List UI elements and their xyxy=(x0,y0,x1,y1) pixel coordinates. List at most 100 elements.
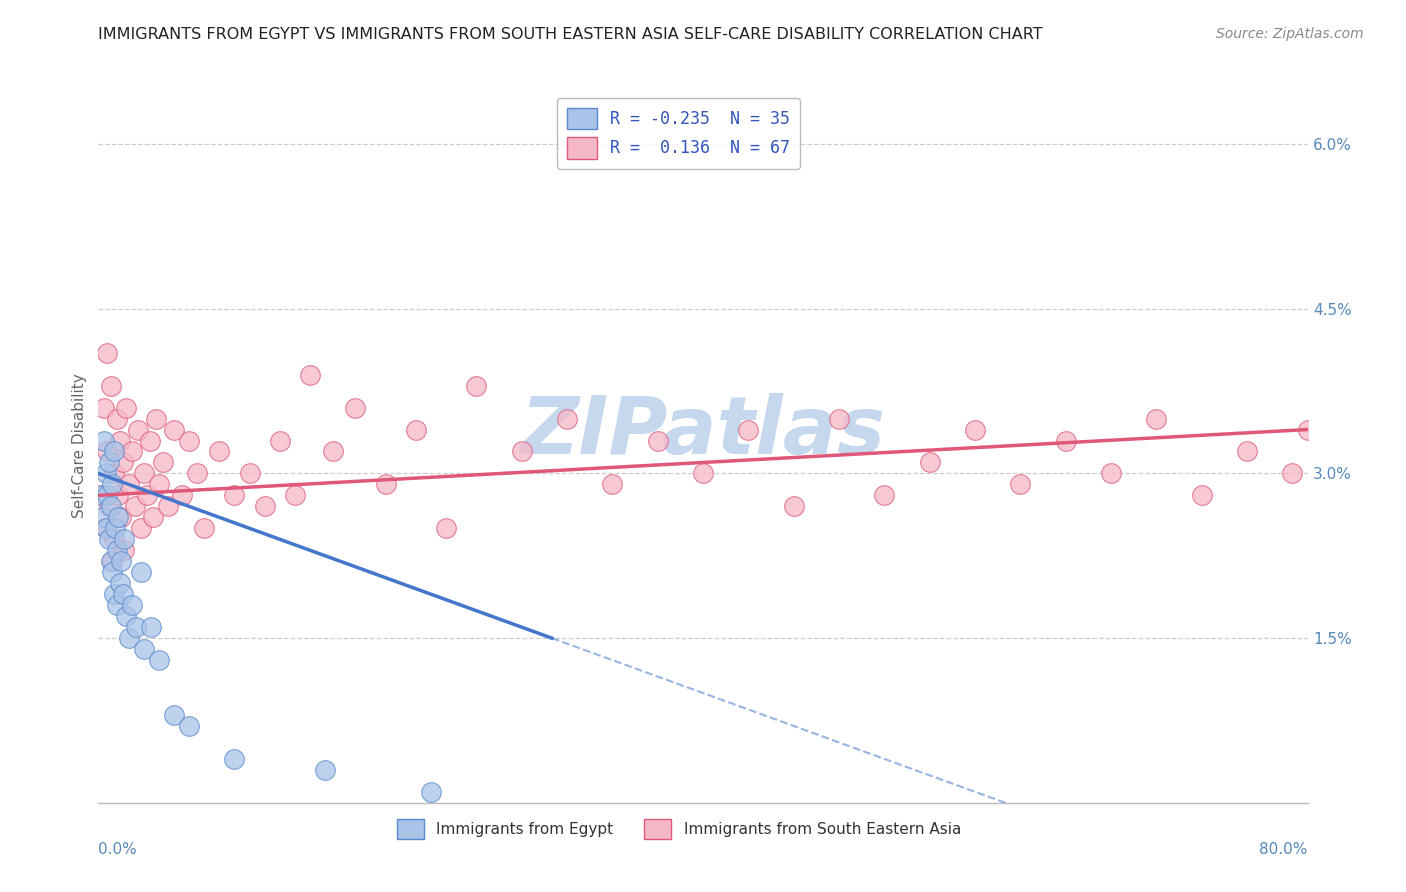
Point xyxy=(111,455,134,469)
Point xyxy=(103,467,125,481)
Point xyxy=(141,620,163,634)
Point xyxy=(103,533,125,547)
Point xyxy=(179,719,201,733)
Point xyxy=(91,488,114,502)
Point xyxy=(314,763,336,777)
Point xyxy=(121,444,143,458)
Point xyxy=(555,411,578,425)
Point xyxy=(103,444,125,458)
Point xyxy=(193,521,215,535)
Point xyxy=(139,434,162,448)
Point xyxy=(127,423,149,437)
Point xyxy=(111,587,134,601)
Point xyxy=(239,467,262,481)
Point xyxy=(965,423,987,437)
Point xyxy=(737,423,759,437)
Point xyxy=(112,533,135,547)
Text: IMMIGRANTS FROM EGYPT VS IMMIGRANTS FROM SOUTH EASTERN ASIA SELF-CARE DISABILITY: IMMIGRANTS FROM EGYPT VS IMMIGRANTS FROM… xyxy=(98,27,1043,42)
Point xyxy=(602,477,624,491)
Point xyxy=(1144,411,1167,425)
Point xyxy=(132,642,155,657)
Point xyxy=(170,488,193,502)
Point xyxy=(129,521,152,535)
Point xyxy=(112,543,135,558)
Point xyxy=(284,488,307,502)
Point xyxy=(98,500,121,514)
Text: Source: ZipAtlas.com: Source: ZipAtlas.com xyxy=(1216,27,1364,41)
Text: 0.0%: 0.0% xyxy=(98,842,138,857)
Point xyxy=(129,566,152,580)
Point xyxy=(253,500,276,514)
Point xyxy=(322,444,344,458)
Point xyxy=(110,510,132,524)
Point xyxy=(98,455,121,469)
Point xyxy=(100,554,122,568)
Point xyxy=(103,587,125,601)
Point xyxy=(108,576,131,591)
Point xyxy=(101,554,124,568)
Point xyxy=(132,467,155,481)
Point xyxy=(100,378,122,392)
Point xyxy=(1099,467,1122,481)
Point xyxy=(208,444,231,458)
Point xyxy=(828,411,851,425)
Point xyxy=(148,477,170,491)
Point xyxy=(163,423,186,437)
Point xyxy=(96,345,118,359)
Point xyxy=(186,467,208,481)
Point xyxy=(101,477,124,491)
Point xyxy=(105,411,128,425)
Point xyxy=(344,401,367,415)
Point xyxy=(299,368,322,382)
Point xyxy=(90,488,112,502)
Point xyxy=(118,477,141,491)
Point xyxy=(107,488,129,502)
Point xyxy=(135,488,157,502)
Point xyxy=(94,467,117,481)
Point xyxy=(692,467,714,481)
Point xyxy=(510,444,533,458)
Point xyxy=(107,510,129,524)
Legend: Immigrants from Egypt, Immigrants from South Eastern Asia: Immigrants from Egypt, Immigrants from S… xyxy=(391,814,967,845)
Point xyxy=(405,423,427,437)
Point xyxy=(93,434,115,448)
Point xyxy=(783,500,806,514)
Point xyxy=(142,510,165,524)
Point xyxy=(156,500,179,514)
Point xyxy=(163,708,186,723)
Point xyxy=(93,401,115,415)
Point xyxy=(105,598,128,612)
Point xyxy=(110,554,132,568)
Point xyxy=(179,434,201,448)
Text: ZIPatlas: ZIPatlas xyxy=(520,392,886,471)
Point xyxy=(94,521,117,535)
Point xyxy=(465,378,488,392)
Point xyxy=(100,500,122,514)
Point xyxy=(148,653,170,667)
Point xyxy=(91,510,114,524)
Point xyxy=(101,566,124,580)
Point xyxy=(1054,434,1077,448)
Y-axis label: Self-Care Disability: Self-Care Disability xyxy=(72,374,87,518)
Point xyxy=(374,477,396,491)
Point xyxy=(96,444,118,458)
Point xyxy=(647,434,669,448)
Point xyxy=(269,434,291,448)
Point xyxy=(125,620,148,634)
Point xyxy=(152,455,174,469)
Point xyxy=(224,488,246,502)
Point xyxy=(1281,467,1303,481)
Point xyxy=(104,521,127,535)
Point xyxy=(114,401,136,415)
Point xyxy=(108,434,131,448)
Point xyxy=(1296,423,1319,437)
Point xyxy=(124,500,146,514)
Point xyxy=(873,488,896,502)
Point xyxy=(121,598,143,612)
Point xyxy=(434,521,457,535)
Point xyxy=(224,752,246,766)
Point xyxy=(145,411,167,425)
Point xyxy=(114,609,136,624)
Text: 80.0%: 80.0% xyxy=(1260,842,1308,857)
Point xyxy=(118,631,141,645)
